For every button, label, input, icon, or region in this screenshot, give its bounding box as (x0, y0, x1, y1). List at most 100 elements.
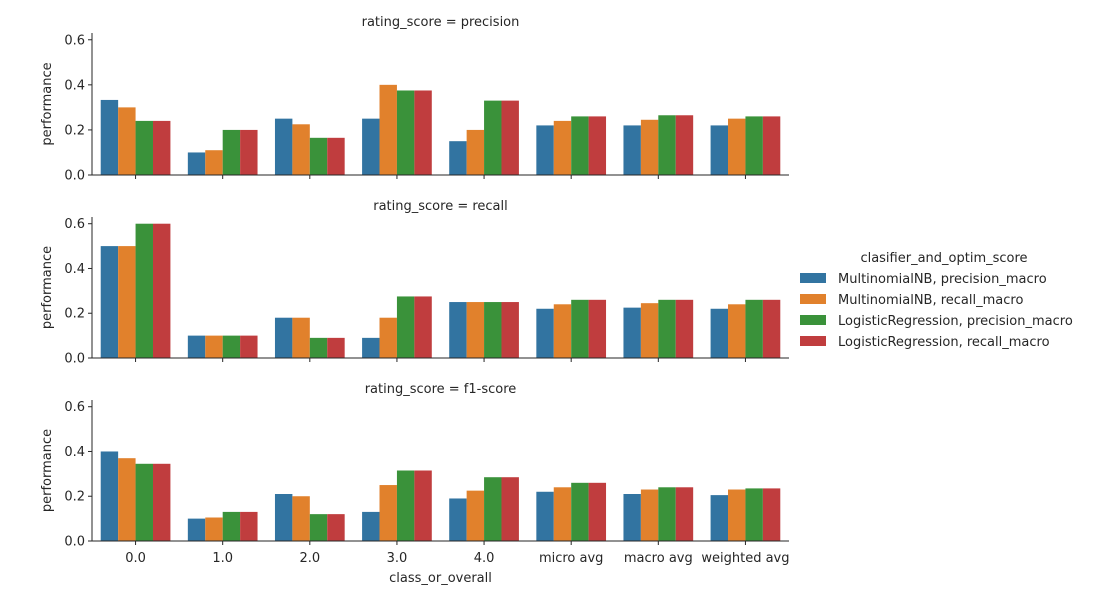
bar-3-2-4 (379, 485, 397, 541)
y-tick-label: 0.6 (64, 400, 85, 415)
bar-3-1-1 (100, 451, 119, 541)
bar-2-1-7 (623, 307, 641, 358)
x-tick-label: micro avg (539, 551, 603, 566)
bar-3-3-5 (484, 477, 502, 541)
y-axis-label: performance (40, 62, 55, 145)
bar-2-3-2 (222, 335, 241, 358)
bar-1-1-1 (100, 99, 119, 175)
bar-3-1-7 (623, 494, 641, 541)
y-axis-label: performance (40, 429, 55, 512)
bar-3-1-6 (536, 491, 554, 541)
bar-1-3-6 (571, 116, 589, 175)
bar-2-2-4 (379, 317, 397, 358)
bar-1-4-8 (762, 116, 781, 175)
y-tick-label: 0.6 (64, 217, 85, 232)
bar-3-2-2 (205, 517, 223, 541)
x-tick-label: macro avg (624, 551, 693, 566)
bar-1-4-1 (152, 120, 171, 175)
bar-3-3-4 (396, 470, 415, 541)
bar-2-4-3 (327, 337, 345, 358)
bar-2-1-4 (362, 337, 380, 358)
bar-2-2-1 (118, 246, 136, 358)
facet-title: rating_score = precision (362, 15, 520, 30)
bar-3-4-1 (152, 463, 171, 541)
legend-title: clasifier_and_optim_score (860, 251, 1027, 266)
bar-2-2-8 (728, 304, 746, 358)
bar-2-2-5 (466, 302, 485, 358)
bar-3-1-5 (449, 498, 467, 541)
bar-3-4-6 (588, 482, 607, 541)
bar-1-2-3 (292, 124, 310, 175)
bar-2-1-2 (187, 335, 206, 358)
facet-title: rating_score = recall (373, 199, 508, 214)
bar-1-2-7 (640, 119, 659, 175)
x-tick-label: 1.0 (212, 551, 233, 566)
bar-2-4-1 (152, 223, 171, 358)
facet-title: rating_score = f1-score (365, 382, 517, 397)
bar-2-3-6 (571, 299, 589, 358)
bar-1-2-2 (205, 150, 223, 175)
bar-1-3-2 (222, 129, 241, 175)
bar-2-3-5 (484, 302, 502, 358)
bar-3-1-2 (187, 518, 206, 541)
bar-1-1-8 (710, 125, 729, 175)
bar-2-1-8 (710, 308, 729, 358)
x-tick-label: 3.0 (387, 551, 408, 566)
bar-3-4-4 (414, 470, 432, 541)
bar-2-1-5 (449, 302, 467, 358)
bar-2-3-1 (135, 223, 153, 358)
bar-2-3-8 (745, 299, 763, 358)
bar-3-1-4 (362, 511, 380, 541)
bar-1-4-3 (327, 137, 345, 175)
legend-swatch (800, 273, 826, 283)
x-tick-label: weighted avg (701, 551, 789, 566)
legend-label: LogisticRegression, recall_macro (838, 335, 1050, 350)
bar-1-3-8 (745, 116, 763, 175)
legend-label: LogisticRegression, precision_macro (838, 314, 1073, 329)
bar-3-2-7 (640, 489, 659, 541)
bar-1-1-4 (362, 118, 380, 175)
y-tick-label: 0.4 (64, 78, 85, 93)
y-tick-label: 0.2 (64, 123, 85, 138)
bar-2-1-3 (274, 317, 293, 358)
bar-1-1-6 (536, 125, 554, 175)
bar-2-4-6 (588, 299, 607, 358)
bar-3-3-3 (309, 514, 328, 541)
bar-2-4-5 (501, 302, 519, 358)
bar-2-1-6 (536, 308, 554, 358)
bar-1-2-6 (553, 120, 572, 175)
bar-3-3-2 (222, 511, 241, 541)
bar-3-2-6 (553, 487, 572, 541)
y-axis-label: performance (40, 246, 55, 329)
bar-1-1-7 (623, 125, 641, 175)
bar-2-1-1 (100, 246, 119, 358)
bar-2-4-2 (240, 335, 258, 358)
legend-swatch (800, 315, 826, 325)
bar-2-2-7 (640, 303, 659, 358)
bar-2-2-3 (292, 317, 310, 358)
bar-1-2-4 (379, 84, 397, 175)
bar-3-4-2 (240, 511, 258, 541)
bar-3-3-8 (745, 488, 763, 541)
bar-3-3-1 (135, 463, 153, 541)
bar-2-2-2 (205, 335, 223, 358)
bar-3-3-6 (571, 482, 589, 541)
bar-2-4-4 (414, 296, 432, 358)
bar-1-2-8 (728, 118, 746, 175)
x-tick-label: 4.0 (474, 551, 495, 566)
x-tick-label: 2.0 (299, 551, 320, 566)
bar-3-2-8 (728, 489, 746, 541)
bar-3-1-3 (274, 494, 293, 541)
bar-1-1-2 (187, 152, 206, 175)
bar-3-2-1 (118, 458, 136, 541)
bar-3-4-7 (675, 487, 694, 541)
bar-1-3-4 (396, 90, 415, 175)
bar-1-4-2 (240, 129, 258, 175)
bar-2-2-6 (553, 304, 572, 358)
bar-2-4-8 (762, 299, 781, 358)
bar-3-4-3 (327, 514, 345, 541)
x-tick-label: 0.0 (125, 551, 146, 566)
y-tick-label: 0.4 (64, 262, 85, 277)
bar-1-2-1 (118, 107, 136, 175)
